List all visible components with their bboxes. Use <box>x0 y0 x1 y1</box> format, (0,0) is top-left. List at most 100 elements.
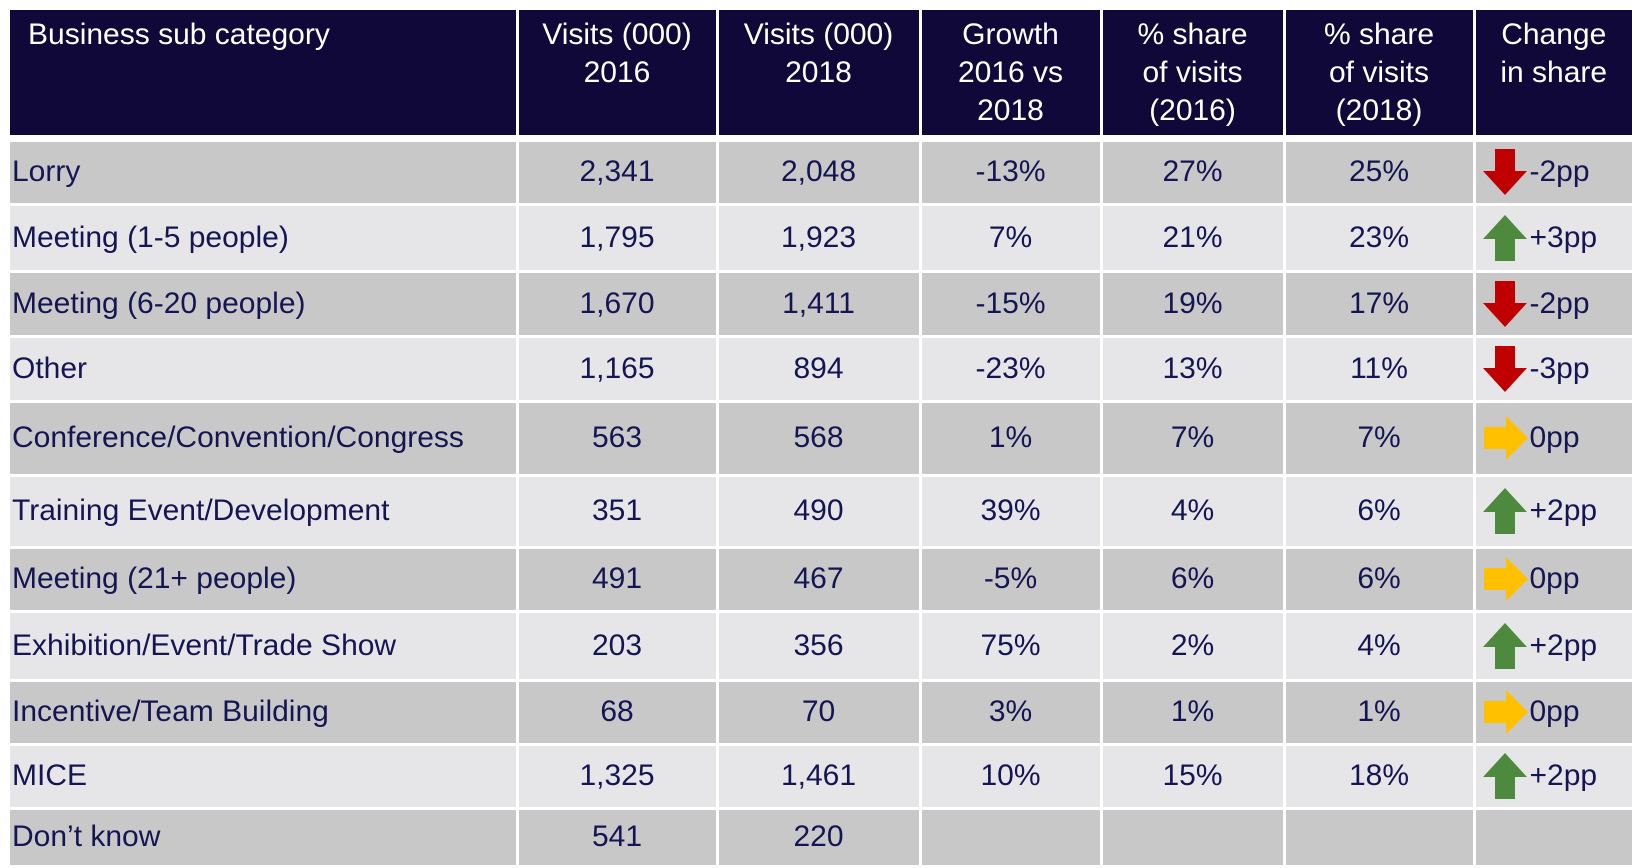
trend-arrow <box>1482 346 1528 392</box>
cell: 17% <box>1282 269 1474 336</box>
header-cell: Growth 2016 vs 2018 <box>918 10 1101 138</box>
change-text: +3pp <box>1529 220 1598 254</box>
table-row: Incentive/Team Building 68 70 3% 1% 1% 0pp <box>10 678 1632 744</box>
table-wrap: Business sub category Visits (000) 2016 … <box>10 10 1632 865</box>
row-label: Don’t know <box>10 806 517 865</box>
cell: 894 <box>715 334 920 401</box>
cell: 7% <box>918 202 1101 271</box>
cell: +2pp <box>1472 742 1632 808</box>
row-label: Lorry <box>10 134 517 204</box>
cell: 467 <box>715 545 920 611</box>
header-cell: % share of visits (2016) <box>1099 10 1284 138</box>
table-row: Meeting (6-20 people) 1,670 1,411 -15% 19% 17… <box>10 269 1632 336</box>
trend-arrow <box>1482 623 1528 669</box>
table-row: Lorry 2,341 2,048 -13% 27% 25% -2pp <box>10 134 1632 204</box>
trend-arrow <box>1482 415 1528 461</box>
data-table: Business sub category Visits (000) 2016 … <box>10 10 1632 865</box>
cell: 18% <box>1282 742 1474 808</box>
cell: 2,341 <box>515 134 717 204</box>
change-text: 0pp <box>1529 562 1580 595</box>
row-label: Other <box>10 334 517 401</box>
cell: 3% <box>918 678 1101 744</box>
cell: 19% <box>1099 269 1284 336</box>
cell: 4% <box>1099 473 1284 547</box>
trend-arrow <box>1482 556 1528 602</box>
table-row: Exhibition/Event/Trade Show 203 356 75% 2% 4%… <box>10 609 1632 680</box>
cell: 491 <box>515 545 717 611</box>
cell: 351 <box>515 473 717 547</box>
cell: 10% <box>918 742 1101 808</box>
cell: 1% <box>1282 678 1474 744</box>
header-cell: % share of visits (2018) <box>1282 10 1474 138</box>
cell: 1,411 <box>715 269 920 336</box>
cell: 0pp <box>1472 399 1632 475</box>
cell: 21% <box>1099 202 1284 271</box>
table-row: Conference/Convention/Congress 563 568 1% 7%… <box>10 399 1632 475</box>
cell: 6% <box>1282 473 1474 547</box>
header-row: Business sub category Visits (000) 2016 … <box>10 10 1632 138</box>
cell <box>1282 806 1474 865</box>
cell: 1,165 <box>515 334 717 401</box>
cell: 203 <box>515 609 717 680</box>
trend-arrow <box>1482 281 1528 327</box>
cell: 2,048 <box>715 134 920 204</box>
cell <box>1472 806 1632 865</box>
cell: 1,923 <box>715 202 920 271</box>
change-text: -2pp <box>1529 286 1590 320</box>
change-text: -3pp <box>1529 351 1590 385</box>
table-row: Meeting (1-5 people) 1,795 1,923 7% 21% 23% +3… <box>10 202 1632 271</box>
cell: 68 <box>515 678 717 744</box>
cell: 15% <box>1099 742 1284 808</box>
header-cell: Visits (000) 2016 <box>515 10 717 138</box>
cell: 39% <box>918 473 1101 547</box>
trend-arrow <box>1482 689 1528 735</box>
cell: +2pp <box>1472 609 1632 680</box>
cell: 541 <box>515 806 717 865</box>
cell: 6% <box>1282 545 1474 611</box>
cell: 1,670 <box>515 269 717 336</box>
cell: 220 <box>715 806 920 865</box>
cell: 70 <box>715 678 920 744</box>
cell: 7% <box>1282 399 1474 475</box>
cell: 0pp <box>1472 545 1632 611</box>
cell: 27% <box>1099 134 1284 204</box>
cell: 1% <box>1099 678 1284 744</box>
cell: 0pp <box>1472 678 1632 744</box>
cell: 6% <box>1099 545 1284 611</box>
cell: 563 <box>515 399 717 475</box>
change-text: +2pp <box>1529 759 1598 792</box>
change-text: 0pp <box>1529 421 1580 454</box>
row-label: Conference/Convention/Congress <box>10 399 517 475</box>
row-label: Meeting (6-20 people) <box>10 269 517 336</box>
table-row: Meeting (21+ people) 491 467 -5% 6% 6% 0pp <box>10 545 1632 611</box>
change-text: -2pp <box>1529 155 1590 188</box>
row-label: Training Event/Development <box>10 473 517 547</box>
table-body: Lorry 2,341 2,048 -13% 27% 25% -2pp Meeting (1-… <box>10 134 1632 865</box>
cell: 23% <box>1282 202 1474 271</box>
cell: 2% <box>1099 609 1284 680</box>
row-label: Meeting (21+ people) <box>10 545 517 611</box>
cell <box>1099 806 1284 865</box>
cell: 11% <box>1282 334 1474 401</box>
cell: 7% <box>1099 399 1284 475</box>
cell: 1,461 <box>715 742 920 808</box>
cell: +3pp <box>1472 202 1632 271</box>
trend-arrow <box>1482 753 1528 799</box>
trend-arrow <box>1482 215 1528 261</box>
cell: 1% <box>918 399 1101 475</box>
trend-arrow <box>1482 149 1528 195</box>
cell: -13% <box>918 134 1101 204</box>
cell: -5% <box>918 545 1101 611</box>
table-row: Other 1,165 894 -23% 13% 11% -3pp <box>10 334 1632 401</box>
cell: -3pp <box>1472 334 1632 401</box>
cell: 1,795 <box>515 202 717 271</box>
cell: 75% <box>918 609 1101 680</box>
cell: +2pp <box>1472 473 1632 547</box>
cell: -2pp <box>1472 269 1632 336</box>
row-label: Exhibition/Event/Trade Show <box>10 609 517 680</box>
row-label: Meeting (1-5 people) <box>10 202 517 271</box>
cell: 25% <box>1282 134 1474 204</box>
cell: -15% <box>918 269 1101 336</box>
table-row: Training Event/Development 351 490 39% 4% 6% +… <box>10 473 1632 547</box>
